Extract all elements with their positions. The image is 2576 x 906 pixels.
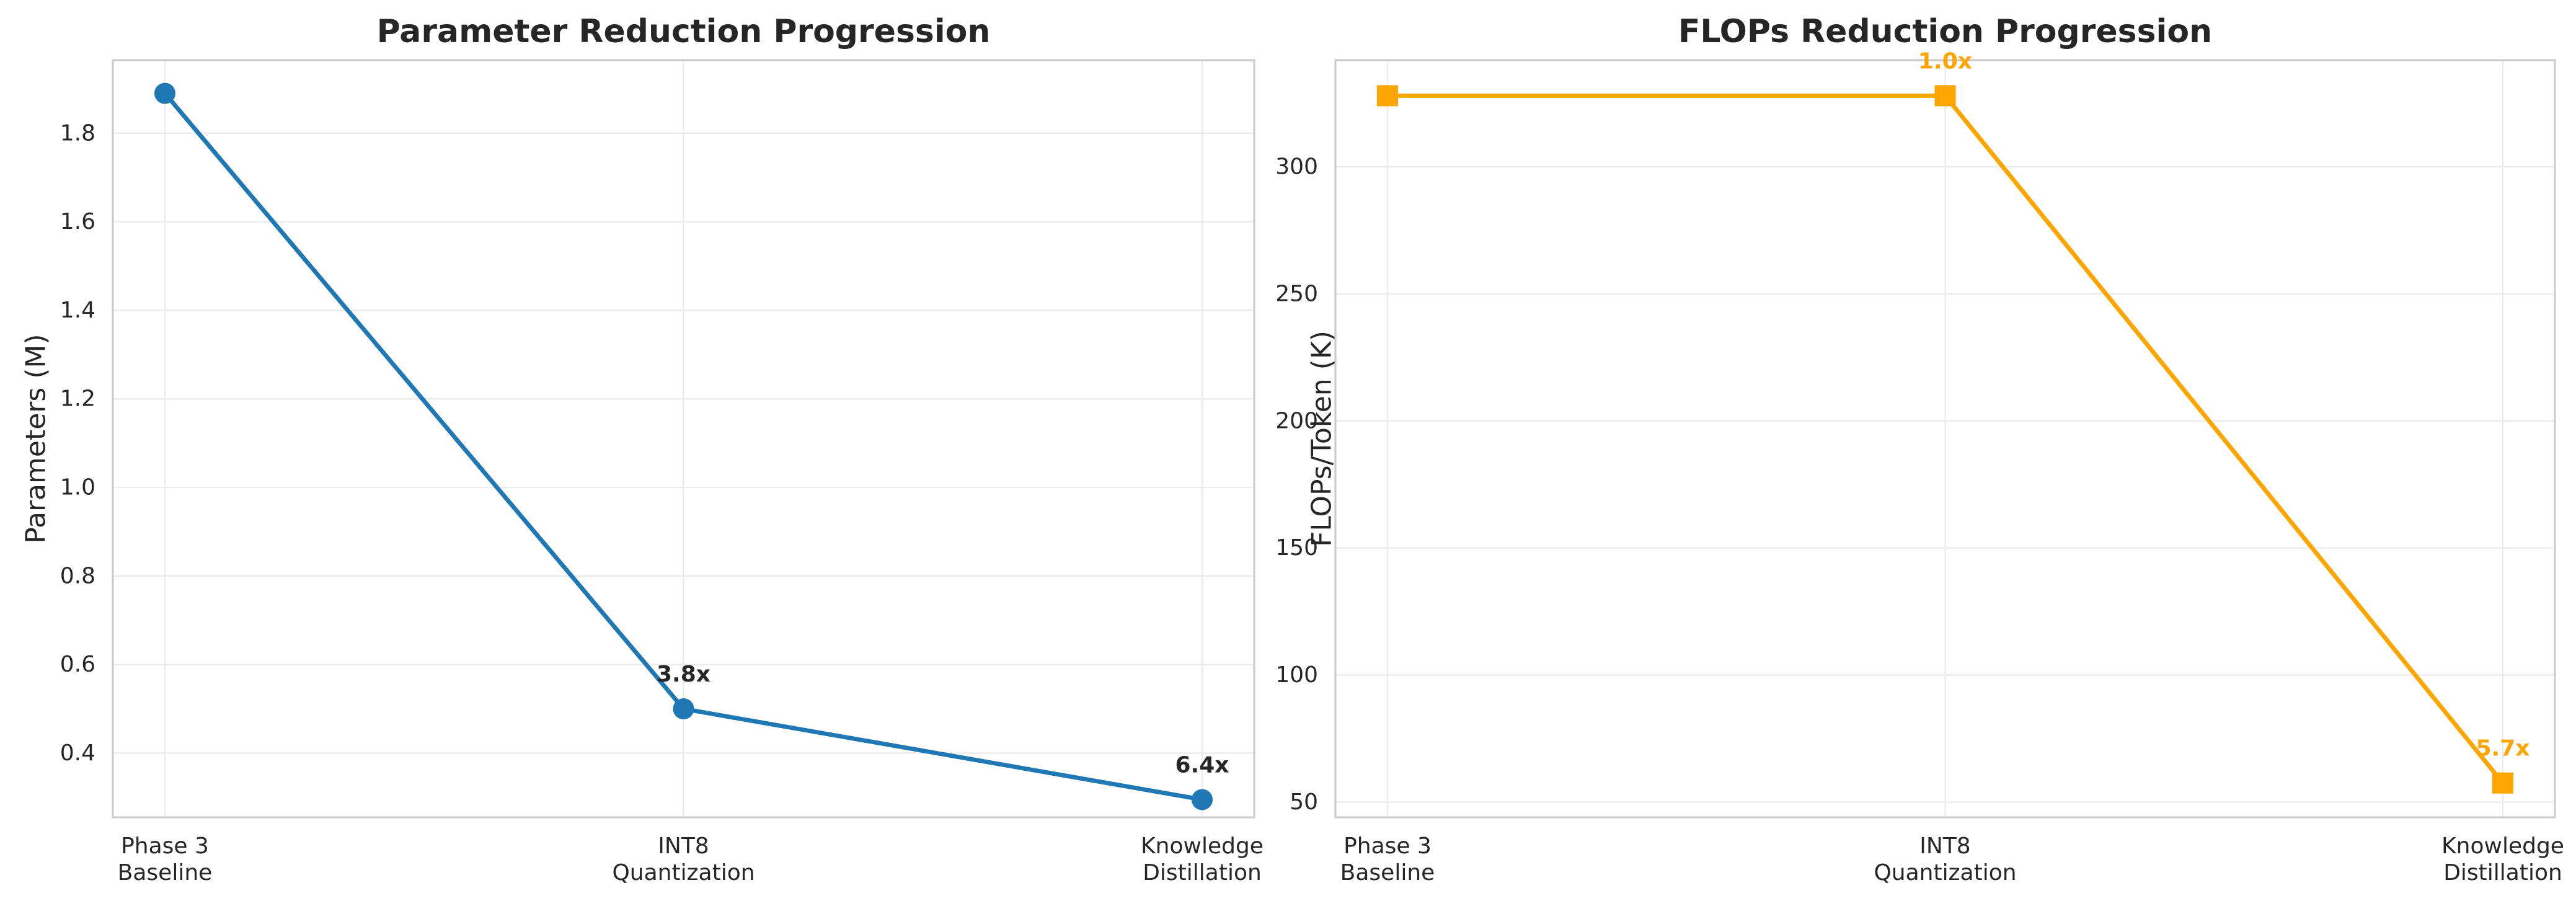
x-tick-label: Knowledge Distillation <box>2441 833 2564 886</box>
x-tick-label: Knowledge Distillation <box>1141 833 1264 886</box>
x-tick-label: INT8 Quantization <box>612 833 755 886</box>
y-tick-label: 300 <box>1275 154 1318 180</box>
y-tick-label: 100 <box>1275 662 1318 688</box>
y-tick-label: 0.6 <box>60 652 95 677</box>
grid <box>113 60 1254 817</box>
y-tick-label: 150 <box>1275 535 1318 561</box>
data-annotation: 5.7x <box>2476 736 2530 762</box>
y-tick-label: 250 <box>1275 281 1318 306</box>
data-point <box>1377 85 1398 107</box>
data-point <box>2492 772 2513 794</box>
y-tick-label: 1.8 <box>60 120 95 146</box>
y-tick-label: 0.8 <box>60 563 95 588</box>
chart-title: FLOPs Reduction Progression <box>1678 13 2212 50</box>
x-tick-label: Phase 3 Baseline <box>1340 833 1435 886</box>
y-tick-label: 0.4 <box>60 740 95 766</box>
y-tick-label: 1.2 <box>60 386 95 412</box>
data-annotation: 6.4x <box>1175 752 1229 778</box>
grid <box>1335 60 2555 817</box>
chart-title: Parameter Reduction Progression <box>377 13 991 50</box>
data-annotation: 3.8x <box>657 662 710 687</box>
y-tick-label: 1.4 <box>60 298 95 323</box>
x-tick-label: Phase 3 Baseline <box>118 833 213 886</box>
y-tick-label: 1.6 <box>60 209 95 234</box>
y-tick-label: 50 <box>1290 789 1318 815</box>
data-point <box>154 82 175 104</box>
y-axis-label: FLOPs/Token (K) <box>1306 331 1338 547</box>
data-point <box>673 698 694 720</box>
y-axis-label: Parameters (M) <box>20 334 52 543</box>
plot-frame <box>1334 59 2556 819</box>
y-tick-label: 1.0 <box>60 475 95 500</box>
x-tick-label: INT8 Quantization <box>1874 833 2016 886</box>
y-tick-label: 200 <box>1275 408 1318 433</box>
parameter-reduction-chart: Parameter Reduction Progression Parameter… <box>20 13 1264 886</box>
data-point <box>1192 789 1213 811</box>
plot-frame <box>112 59 1255 819</box>
data-annotation: 1.0x <box>1918 48 1972 74</box>
data-point <box>1934 85 1956 107</box>
flops-reduction-chart: FLOPs Reduction Progression FLOPs/Token (… <box>1275 13 2564 886</box>
